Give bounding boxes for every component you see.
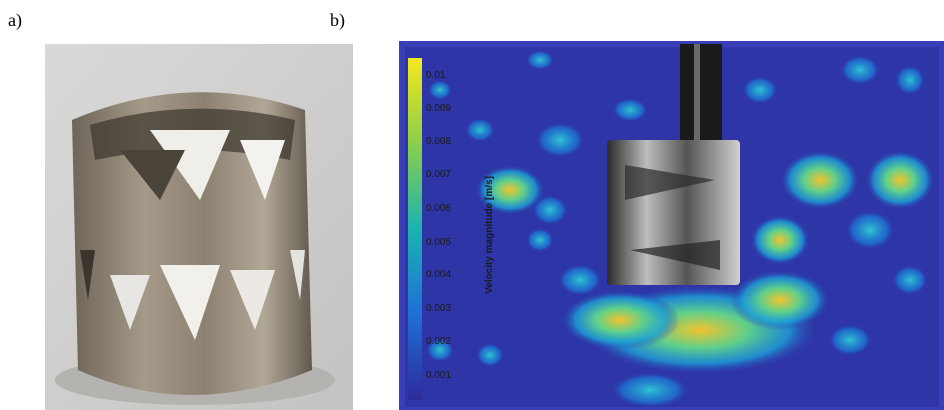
panel-label: a) (8, 10, 22, 31)
colorbar-tick-label: 0.002 (426, 336, 451, 347)
colorbar-tick-label: 0.01 (426, 70, 446, 81)
figure-canvas: 0.01 0.009 0.008 0.007 0.006 0.005 0.004… (0, 0, 944, 410)
colorbar-tick-label: 0.008 (426, 136, 451, 147)
panel-label: b) (330, 10, 345, 31)
photo-a (45, 44, 353, 410)
colorbar-tick-label: 0.004 (426, 269, 451, 280)
colorbar (408, 58, 422, 400)
colorbar-tick-label: 0.003 (426, 303, 451, 314)
colorbar-tick-label: 0.001 (426, 370, 451, 381)
velocity-field-b: 0.01 0.009 0.008 0.007 0.006 0.005 0.004… (402, 44, 942, 410)
colorbar-tick-label: 0.009 (426, 103, 451, 114)
colorbar-tick-label: 0.005 (426, 237, 451, 248)
colorbar-tick-label: 0.007 (426, 169, 451, 180)
colorbar-tick-label: 0.006 (426, 203, 451, 214)
figure: 0.01 0.009 0.008 0.007 0.006 0.005 0.004… (0, 0, 944, 410)
colorbar-title: Velocity magnitude [m/s] (484, 176, 495, 294)
